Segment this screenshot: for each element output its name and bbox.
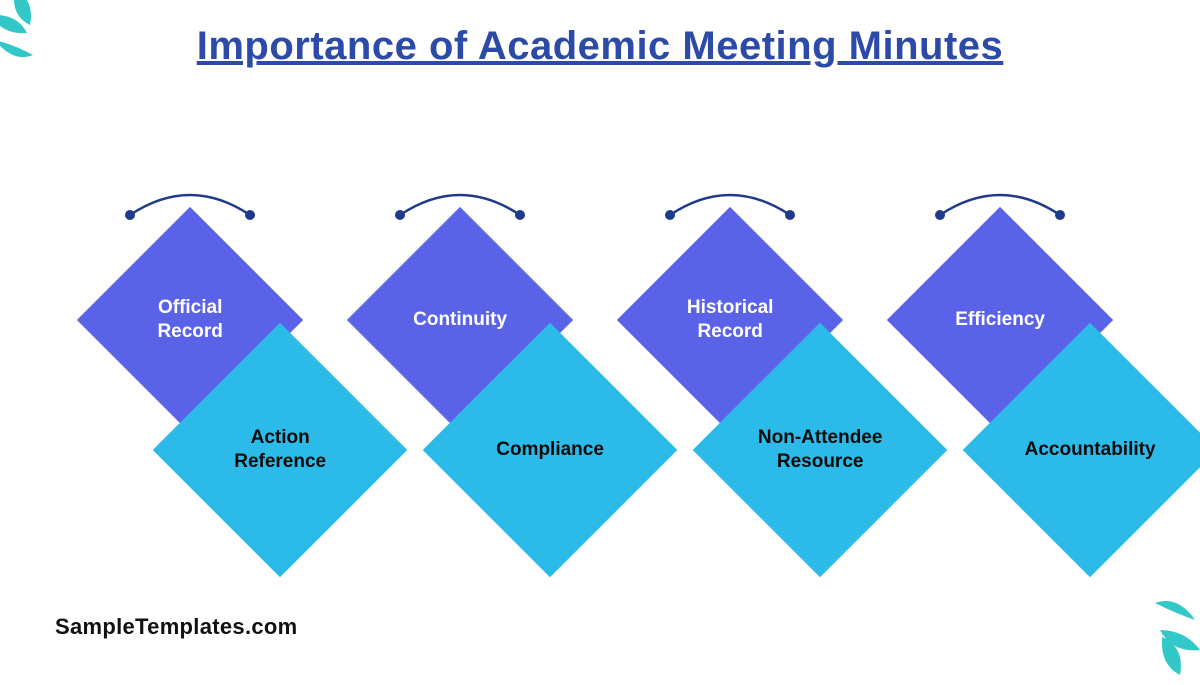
diamond-label: Continuity bbox=[385, 308, 535, 332]
page-title: Importance of Academic Meeting Minutes bbox=[0, 20, 1200, 72]
leaf-decoration-top-left bbox=[0, 0, 90, 90]
footer-attribution: SampleTemplates.com bbox=[55, 614, 298, 640]
diamond-label: Official Record bbox=[115, 296, 265, 344]
diamond-label: Efficiency bbox=[925, 308, 1075, 332]
diamond-label: Accountability bbox=[1005, 438, 1175, 462]
leaf-decoration-bottom-right bbox=[1090, 565, 1200, 675]
diamond-label: Action Reference bbox=[195, 426, 365, 474]
diamond-label: Compliance bbox=[465, 438, 635, 462]
diamond-label: Historical Record bbox=[655, 296, 805, 344]
diamond-label: Non-Attendee Resource bbox=[735, 426, 905, 474]
